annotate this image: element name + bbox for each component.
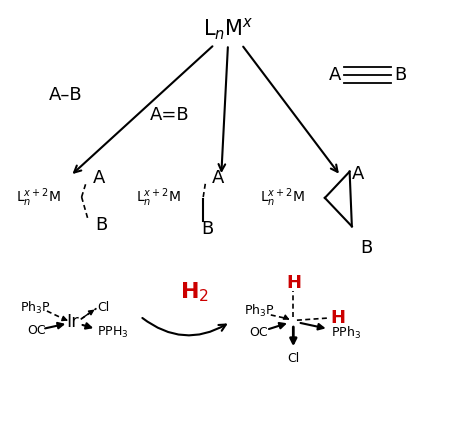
- Text: B: B: [394, 66, 406, 83]
- Text: A: A: [329, 66, 341, 83]
- Text: A: A: [351, 165, 364, 183]
- Text: B: B: [359, 239, 371, 258]
- Text: H: H: [286, 274, 301, 293]
- Text: B: B: [201, 221, 213, 238]
- Text: Ir: Ir: [66, 313, 79, 331]
- Text: H$_2$: H$_2$: [179, 280, 208, 304]
- Text: L$_n$M$^x$: L$_n$M$^x$: [202, 16, 253, 42]
- Text: L$_n^{x+2}$M: L$_n^{x+2}$M: [16, 186, 61, 209]
- Text: Cl: Cl: [287, 352, 299, 365]
- Text: Ph$_3$P: Ph$_3$P: [20, 299, 51, 316]
- Text: A=B: A=B: [149, 106, 189, 123]
- Text: A: A: [93, 169, 105, 187]
- Text: A: A: [212, 169, 224, 187]
- Text: Cl: Cl: [97, 301, 109, 314]
- Text: B: B: [95, 216, 107, 234]
- Text: OC: OC: [249, 326, 268, 339]
- Text: OC: OC: [27, 324, 46, 337]
- Text: L$_n^{x+2}$M: L$_n^{x+2}$M: [259, 186, 303, 209]
- Text: PPh$_3$: PPh$_3$: [330, 325, 360, 341]
- Text: PPH$_3$: PPH$_3$: [97, 325, 129, 340]
- Text: A–B: A–B: [49, 86, 82, 104]
- Text: Ph$_3$P: Ph$_3$P: [243, 303, 274, 319]
- Text: H: H: [330, 309, 345, 328]
- Text: L$_n^{x+2}$M: L$_n^{x+2}$M: [135, 186, 180, 209]
